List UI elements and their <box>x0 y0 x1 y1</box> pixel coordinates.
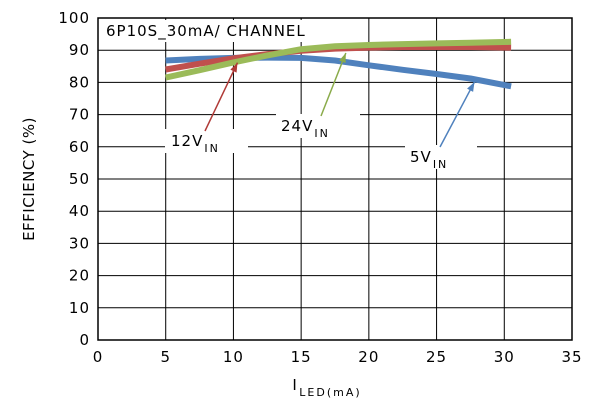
x-axis-title-main: I <box>292 376 297 394</box>
annotation-bg <box>405 145 477 169</box>
y-tick-label: 40 <box>69 202 90 220</box>
inset-label-text: 6P10S_30mA/ CHANNEL <box>106 22 306 41</box>
x-tick-label: 5 <box>160 348 171 366</box>
annotation-label-main: 12V <box>171 132 203 150</box>
annotation-arrowhead <box>467 81 475 92</box>
x-axis-title-sub: LED(mA) <box>299 386 361 399</box>
annotation-label: 12VIN <box>171 132 220 155</box>
annotation-bg <box>165 129 248 153</box>
annotation-label-main: 5V <box>410 148 432 166</box>
x-tick-label: 0 <box>93 348 104 366</box>
y-tick-labels: 0 10 20 30 40 50 60 70 80 90 100 <box>58 9 90 349</box>
x-tick-label: 35 <box>561 348 582 366</box>
annotation-arrowhead <box>339 52 346 63</box>
annotation-arrow <box>439 81 476 148</box>
plot-frame <box>97 17 573 341</box>
annotation-label-sub: IN <box>433 158 448 171</box>
x-tick-label: 30 <box>494 348 515 366</box>
y-tick-label: 80 <box>69 73 90 91</box>
annotation-label-sub: IN <box>314 127 329 140</box>
y-tick-label: 0 <box>79 331 90 349</box>
inset-label: 6P10S_30mA/ CHANNEL <box>101 20 351 42</box>
y-tick-label: 10 <box>69 299 90 317</box>
y-tick-label: 60 <box>69 138 90 156</box>
data-series <box>165 38 512 90</box>
y-axis-title: EFFICIENCY (%) <box>20 117 38 241</box>
series-line-2 <box>165 38 512 81</box>
y-tick-label: 90 <box>69 41 90 59</box>
x-axis-title: I LED(mA) <box>292 376 361 399</box>
y-tick-label: 30 <box>69 234 90 252</box>
x-tick-labels: 0 5 10 15 20 25 30 35 <box>93 348 582 366</box>
annotation-label: 5VIN <box>410 148 448 171</box>
annotation-label: 24VIN <box>281 117 330 140</box>
x-tick-label: 10 <box>223 348 244 366</box>
x-tick-label: 25 <box>426 348 447 366</box>
annotation-label-sub: IN <box>204 142 219 155</box>
annotation-arrowhead <box>230 62 238 73</box>
annotation-arrow <box>320 52 347 117</box>
y-tick-label: 70 <box>69 106 90 124</box>
annotation-label-main: 24V <box>281 117 313 135</box>
y-tick-label: 50 <box>69 170 90 188</box>
y-tick-label: 100 <box>58 9 90 27</box>
y-tick-label: 20 <box>69 267 90 285</box>
annotation-bg <box>276 114 360 138</box>
annotation-arrow <box>204 62 239 132</box>
x-tick-label: 15 <box>291 348 312 366</box>
x-tick-label: 20 <box>358 348 379 366</box>
